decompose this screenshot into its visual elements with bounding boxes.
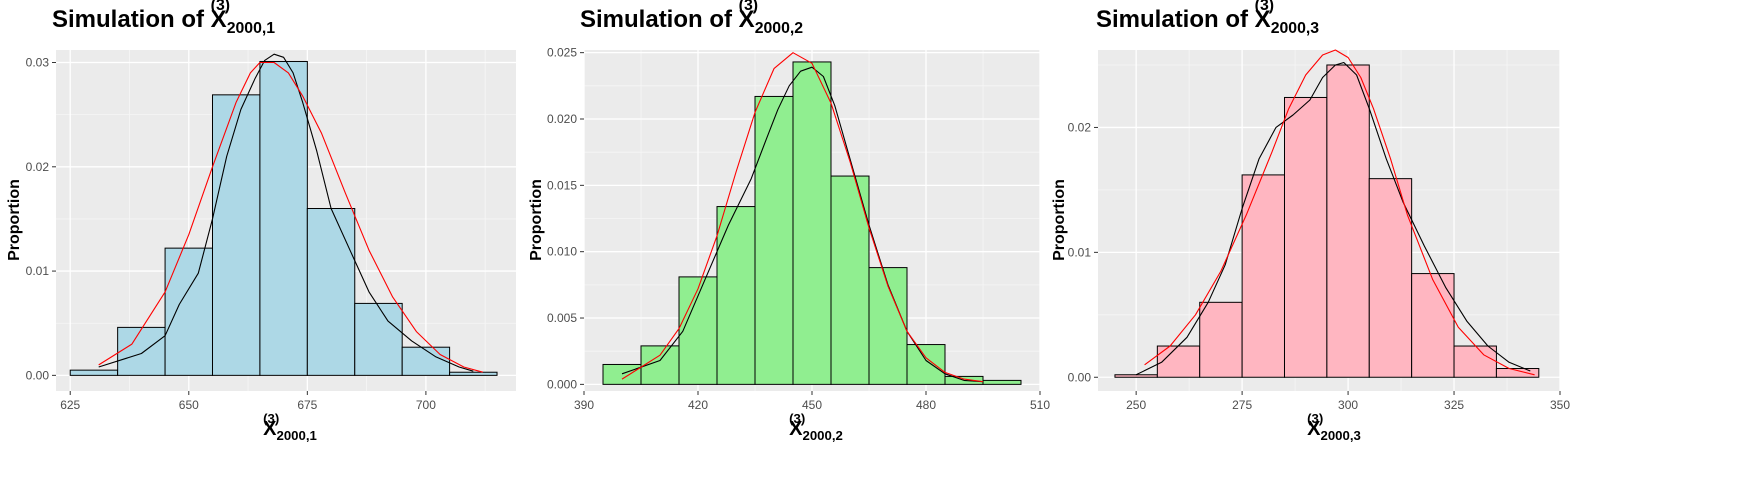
title-prefix: Simulation of [1096, 6, 1248, 33]
x-axis-label-1: X (3) 2000,1 [263, 410, 317, 444]
histogram-bar [602, 363, 642, 385]
histogram-bar [164, 247, 213, 376]
kernel-density-curve [98, 53, 474, 372]
x-tick-label: 300 [1338, 398, 1358, 412]
title-prefix: Simulation of [580, 6, 732, 33]
normal-fit-curve [621, 52, 984, 383]
histogram-bar [906, 344, 946, 385]
histogram-bar [678, 276, 718, 385]
x-axis-label-2: X (3) 2000,2 [789, 410, 843, 444]
histogram-bar [69, 369, 119, 376]
x-tick-label: 275 [1232, 398, 1252, 412]
histogram-bar [1199, 301, 1243, 378]
histogram-bar [1283, 96, 1328, 378]
y-tick-label: 0.010 [547, 245, 577, 259]
histogram-bar [354, 302, 403, 376]
y-tick-label: 0.000 [547, 377, 577, 391]
x-tick-label: 675 [297, 398, 317, 412]
normal-fit-curve [1144, 49, 1535, 376]
kernel-density-curve [1135, 61, 1531, 376]
title-variable: X (3) 2000,1 [210, 0, 276, 38]
histogram-bar [754, 95, 794, 385]
histogram-bar [982, 379, 1022, 385]
x-tick-label: 450 [802, 398, 822, 412]
y-tick-label: 0.005 [547, 311, 577, 325]
y-tick-label: 0.020 [547, 112, 577, 126]
histogram-bar [1368, 178, 1413, 378]
y-tick-label: 0.01 [26, 264, 50, 278]
normal-fit-curve [98, 61, 483, 373]
histogram-bar [211, 94, 261, 376]
y-tick-label: 0.025 [547, 46, 577, 60]
y-tick-label: 0.00 [26, 368, 50, 382]
histogram-bar [117, 326, 166, 376]
histogram-bar [449, 371, 498, 376]
title-prefix: Simulation of [52, 6, 204, 33]
y-tick-label: 0.015 [547, 178, 577, 192]
histogram-bar [1411, 273, 1455, 378]
x-tick-label: 350 [1550, 398, 1570, 412]
x-tick-label: 480 [916, 398, 936, 412]
histogram-bar [830, 175, 870, 385]
x-tick-label: 325 [1444, 398, 1464, 412]
histogram-bar [1453, 345, 1497, 378]
chart-title-1: Simulation of X (3) 2000,1 [52, 0, 276, 38]
title-variable: X (3) 2000,2 [738, 0, 804, 38]
histogram-bar [1326, 64, 1370, 378]
x-tick-label: 625 [60, 398, 80, 412]
histogram-bar [259, 60, 308, 376]
histogram-bar [1495, 368, 1540, 378]
histogram-bar [1114, 374, 1158, 378]
x-tick-label: 650 [179, 398, 199, 412]
x-tick-label: 700 [416, 398, 436, 412]
title-variable: X (3) 2000,3 [1254, 0, 1320, 38]
histogram-bar [306, 208, 356, 376]
chart-title-2: Simulation of X (3) 2000,2 [580, 0, 804, 38]
x-tick-label: 510 [1030, 398, 1050, 412]
kernel-density-curve [621, 66, 984, 383]
y-tick-label: 0.01 [1068, 245, 1092, 259]
histogram-bar [401, 346, 451, 376]
x-tick-label: 420 [688, 398, 708, 412]
x-tick-label: 250 [1126, 398, 1146, 412]
chart-title-3: Simulation of X (3) 2000,3 [1096, 0, 1320, 38]
x-axis-label-3: X (3) 2000,3 [1307, 410, 1361, 444]
y-tick-label: 0.02 [1068, 120, 1092, 134]
histogram-bar [716, 206, 756, 385]
histogram-bar [792, 61, 832, 385]
histogram-bar [1241, 174, 1285, 378]
y-tick-label: 0.03 [26, 56, 50, 70]
y-tick-label: 0.00 [1068, 370, 1092, 384]
y-tick-label: 0.02 [26, 160, 50, 174]
x-tick-label: 390 [574, 398, 594, 412]
